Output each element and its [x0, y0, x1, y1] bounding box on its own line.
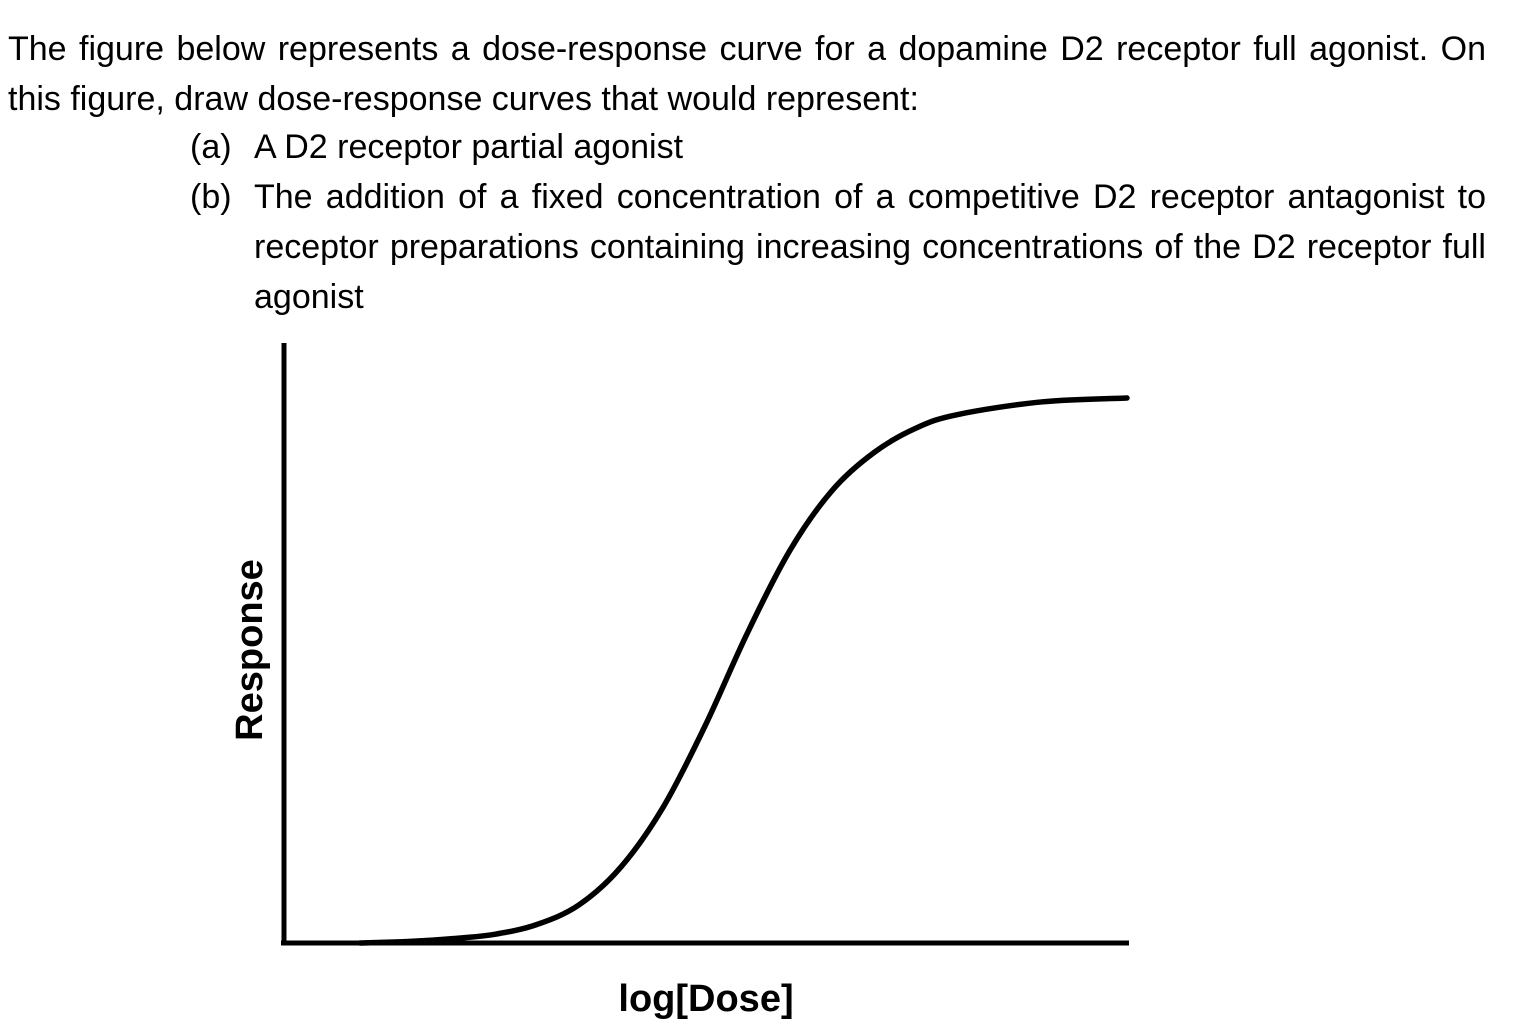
question-intro: The figure below represents a dose-respo…: [8, 30, 1486, 118]
full-agonist-curve: [357, 395, 1130, 946]
question-item-a: (a) A D2 receptor partial agonist: [190, 122, 1486, 172]
question-item-b: (b) The addition of a fixed concentratio…: [190, 172, 1486, 322]
item-a-marker: (a): [190, 128, 232, 166]
y-axis-label: Response: [229, 559, 271, 741]
item-b-text: The addition of a fixed concentration of…: [254, 178, 1486, 316]
x-axis-label: log[Dose]: [618, 978, 793, 1020]
item-a-text: A D2 receptor partial agonist: [254, 128, 684, 166]
item-b-marker: (b): [190, 178, 232, 216]
